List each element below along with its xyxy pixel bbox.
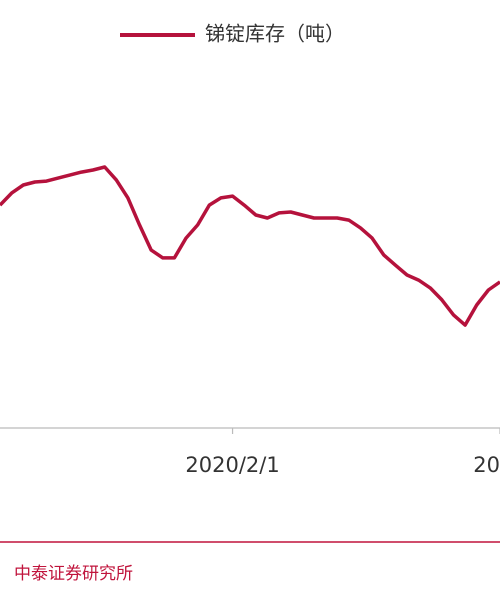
- x-tick-label: 20: [473, 453, 500, 477]
- x-tick-label: 2020/2/1: [185, 453, 279, 477]
- legend-label: 锑锭库存（吨）: [205, 22, 345, 46]
- source-note: 中泰证券研究所: [14, 564, 133, 584]
- series-line: [0, 165, 500, 327]
